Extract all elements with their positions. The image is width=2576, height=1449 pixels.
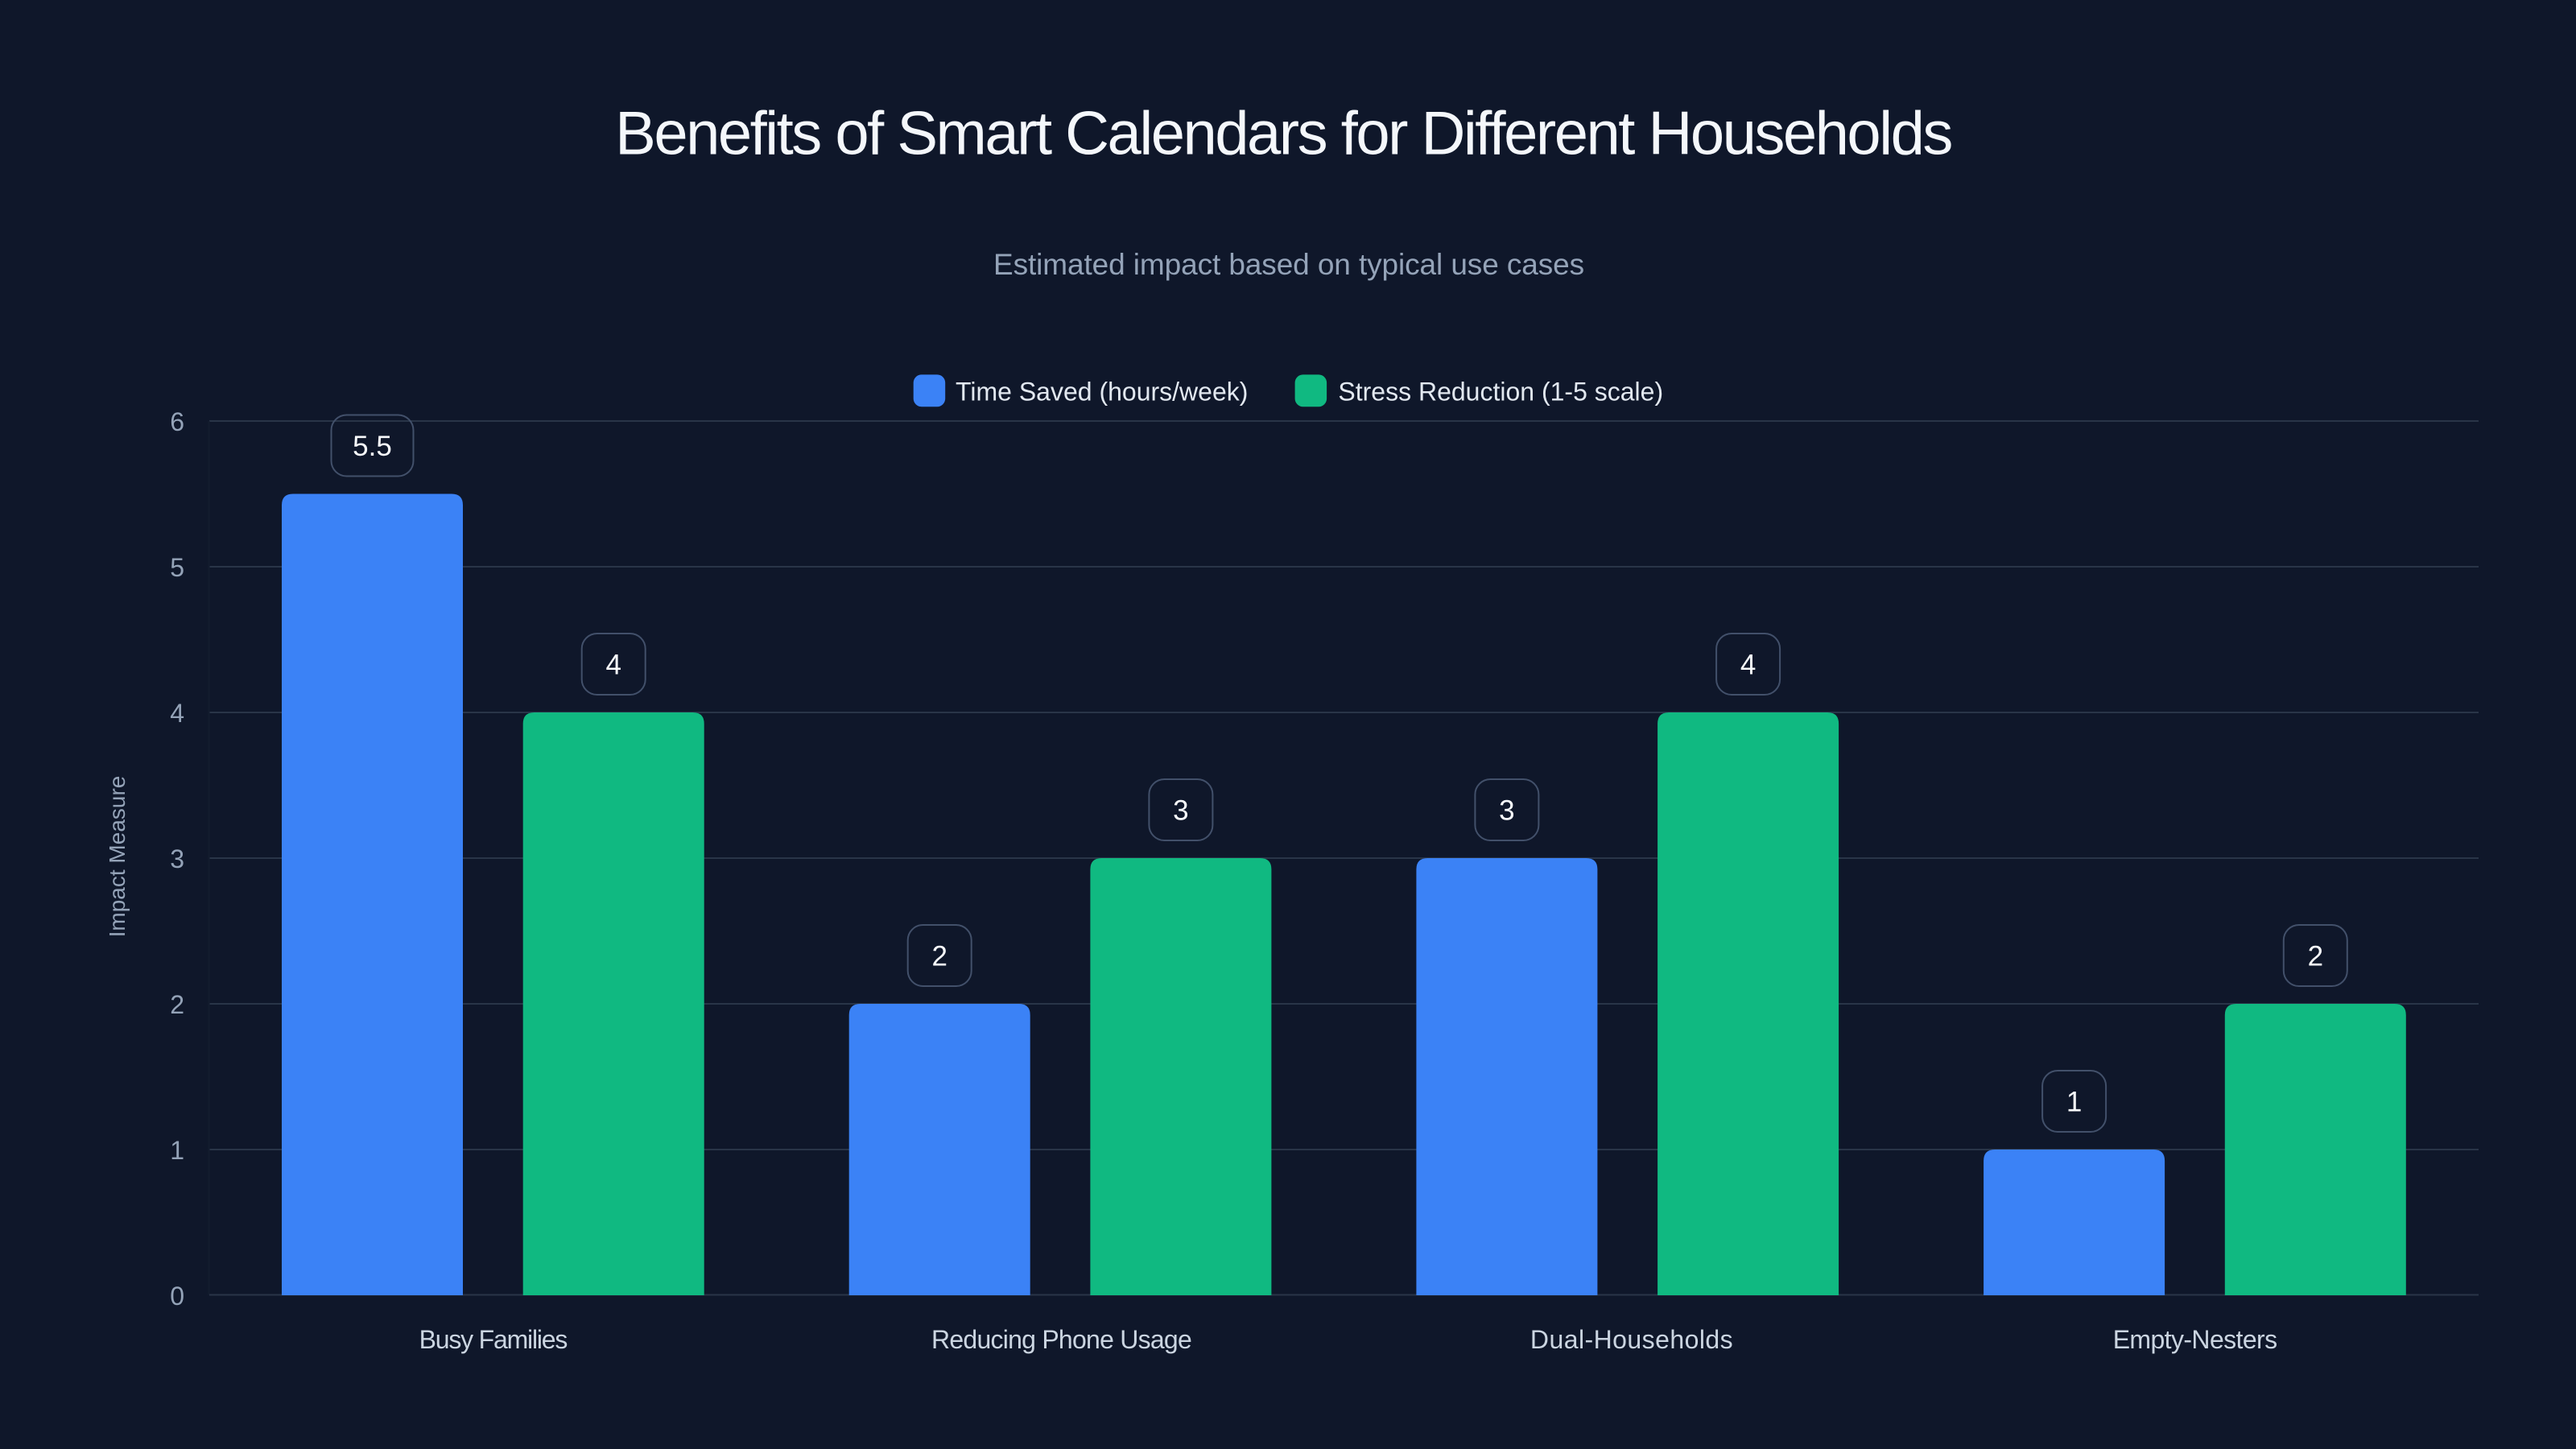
svg-text:Empty-Nesters: Empty-Nesters: [2113, 1325, 2277, 1354]
svg-text:Busy Families: Busy Families: [419, 1325, 568, 1354]
svg-text:1: 1: [2066, 1087, 2082, 1118]
svg-text:5: 5: [170, 553, 184, 582]
svg-text:0: 0: [170, 1282, 184, 1311]
svg-text:Estimated impact based on typi: Estimated impact based on typical use ca…: [993, 248, 1584, 281]
svg-text:Benefits of Smart Calendars fo: Benefits of Smart Calendars for Differen…: [615, 100, 1951, 168]
svg-text:1: 1: [170, 1136, 184, 1165]
svg-text:3: 3: [1499, 795, 1514, 827]
svg-text:Reducing Phone Usage: Reducing Phone Usage: [931, 1325, 1191, 1354]
svg-text:Stress Reduction (1-5 scale): Stress Reduction (1-5 scale): [1338, 377, 1663, 406]
svg-text:4: 4: [605, 650, 621, 681]
svg-text:5.5: 5.5: [353, 431, 392, 462]
svg-text:Time Saved (hours/week): Time Saved (hours/week): [956, 377, 1248, 406]
svg-text:3: 3: [1173, 795, 1188, 827]
svg-text:2: 2: [2308, 941, 2323, 972]
svg-text:4: 4: [1740, 650, 1756, 681]
svg-text:Impact Measure: Impact Measure: [105, 776, 130, 938]
svg-text:3: 3: [170, 844, 184, 873]
svg-text:2: 2: [931, 941, 947, 972]
svg-text:2: 2: [170, 990, 184, 1019]
svg-text:4: 4: [170, 699, 184, 728]
svg-text:6: 6: [170, 407, 184, 436]
svg-text:Dual-Households: Dual-Households: [1530, 1325, 1733, 1354]
